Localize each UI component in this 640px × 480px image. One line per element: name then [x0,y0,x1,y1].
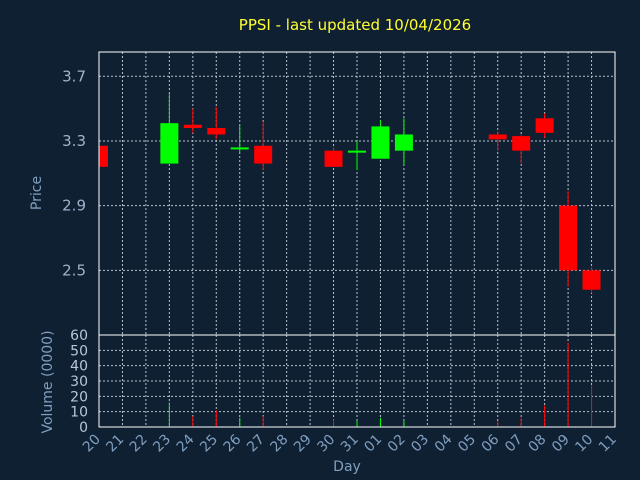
price-tick-label: 2.5 [62,261,86,279]
day-tick-label: 28 [268,432,292,456]
volume-tick-label: 50 [70,343,88,359]
day-tick-label: 31 [338,432,362,456]
day-tick-label: 04 [432,431,456,455]
volume-tick-label: 30 [70,374,88,390]
candle-body [230,147,249,150]
candle-body [535,118,554,133]
candle-body [488,134,507,140]
day-tick-label: 03 [408,432,432,456]
day-tick-label: 11 [596,432,620,456]
day-tick-label: 01 [361,432,385,456]
candle-body [582,270,601,290]
candle-body [99,145,108,167]
candle-body [394,134,413,151]
day-tick-label: 10 [572,432,596,456]
day-x-ticks: 20 21 22 23 24 25 26 27 28 29 30 31 01 02 03 04 05 06 07 08… [80,431,620,455]
volume-tick-label: 40 [70,359,88,375]
volume-tick-label: 10 [70,405,88,421]
candle-body [559,205,578,271]
price-tick-label: 3.3 [62,132,86,150]
volume-axis-label: Volume (0000) [40,330,56,433]
price-tick-label: 2.9 [62,197,86,215]
day-tick-label: 25 [197,432,221,456]
volume-plot-frame [98,334,616,428]
price-y-ticks: 2.5 2.9 3.3 3.7 [62,67,86,279]
price-axis-label: Price [29,176,45,210]
chart-title: PPSI - last updated 10/04/2026 [239,16,471,34]
day-tick-label: 02 [385,432,409,456]
day-tick-label: 08 [526,432,550,456]
candle-body [254,145,273,164]
candle-body [183,124,202,129]
day-tick-label: 26 [221,431,245,455]
volume-bars [168,342,593,427]
day-tick-label: 07 [502,432,526,456]
candle-body [207,128,226,135]
day-tick-label: 29 [291,432,315,456]
candle-body [160,123,179,164]
volume-tick-label: 20 [70,389,88,405]
volume-tick-label: 0 [79,420,88,436]
day-tick-label: 05 [455,432,479,456]
price-grid [98,52,616,335]
day-tick-label: 09 [549,432,573,456]
day-tick-label: 22 [127,432,151,456]
price-tick-label: 3.7 [62,67,86,85]
candle-body [324,150,343,167]
day-tick-label: 23 [150,432,174,456]
day-tick-label: 27 [244,432,268,456]
day-tick-label: 24 [174,431,198,455]
day-axis-label: Day [333,459,361,475]
volume-tick-label: 60 [70,328,88,344]
price-candles [98,94,601,293]
day-tick-label: 30 [314,432,338,456]
candle-body [512,136,531,151]
candle-body [348,150,366,153]
day-tick-label: 21 [103,432,127,456]
day-tick-label: 06 [479,431,503,455]
candle-body [371,126,390,159]
volume-grid [98,335,616,427]
